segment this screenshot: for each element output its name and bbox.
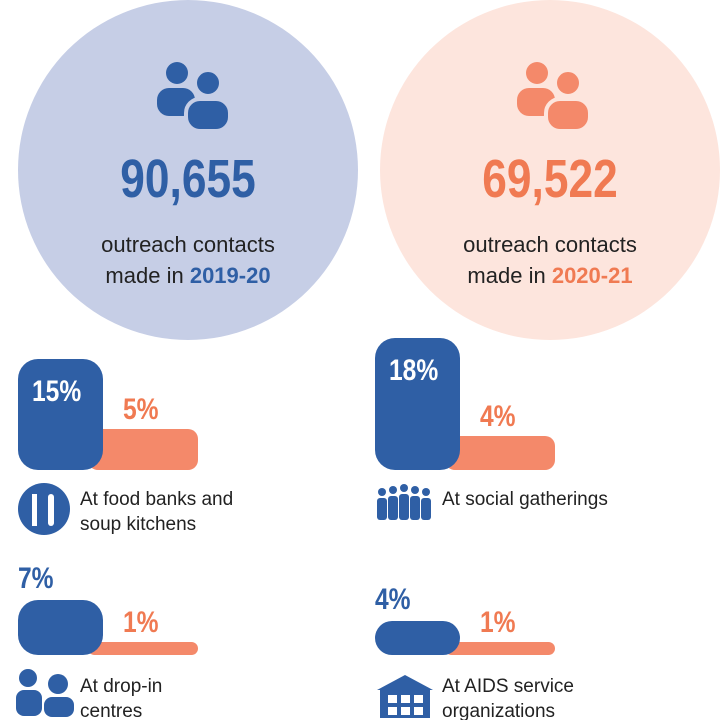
bar-2019 [375,621,460,655]
location-label: centres [80,701,142,720]
value-label-2020: 4% [480,399,516,433]
bar-2019 [18,359,103,470]
location-label: At food banks and [80,489,233,510]
value-label-2019: 4% [375,582,411,616]
value-label-2019: 15% [32,374,81,408]
crowd-icon [377,484,431,520]
contact-text: made in [467,263,545,288]
people-icon [517,62,592,133]
contact-text: outreach contacts [463,232,637,257]
bar-2020 [445,642,555,655]
value-label-2020: 5% [123,392,159,426]
contact-text: made in [105,263,183,288]
bar-2020 [88,642,198,655]
value-label-2019: 18% [389,353,438,387]
contact-year: 2020-21 [552,263,633,288]
people-icon [157,62,232,133]
drop-in-icon [16,669,74,717]
location-label: At social gatherings [442,489,608,510]
value-label-2019: 7% [18,561,54,595]
contact-number: 90,655 [120,149,255,209]
circle-2020 [380,0,720,340]
bar-2019 [18,600,103,655]
contact-text: outreach contacts [101,232,275,257]
value-label-2020: 1% [123,605,159,639]
contact-number: 69,522 [482,149,617,209]
location-label: organizations [442,701,555,720]
circle-2019 [18,0,358,340]
contact-text: made in 2019-20 [105,263,270,288]
location-label: At drop-in [80,676,162,697]
bar-2020 [88,429,198,470]
bar-2019 [375,338,460,470]
location-label: soup kitchens [80,514,196,535]
contact-year: 2019-20 [190,263,271,288]
contact-text: made in 2020-21 [467,263,632,288]
location-label: At AIDS service [442,676,574,697]
bar-2020 [445,436,555,470]
building-icon [377,675,433,718]
value-label-2020: 1% [480,605,516,639]
food-icon [18,483,70,535]
